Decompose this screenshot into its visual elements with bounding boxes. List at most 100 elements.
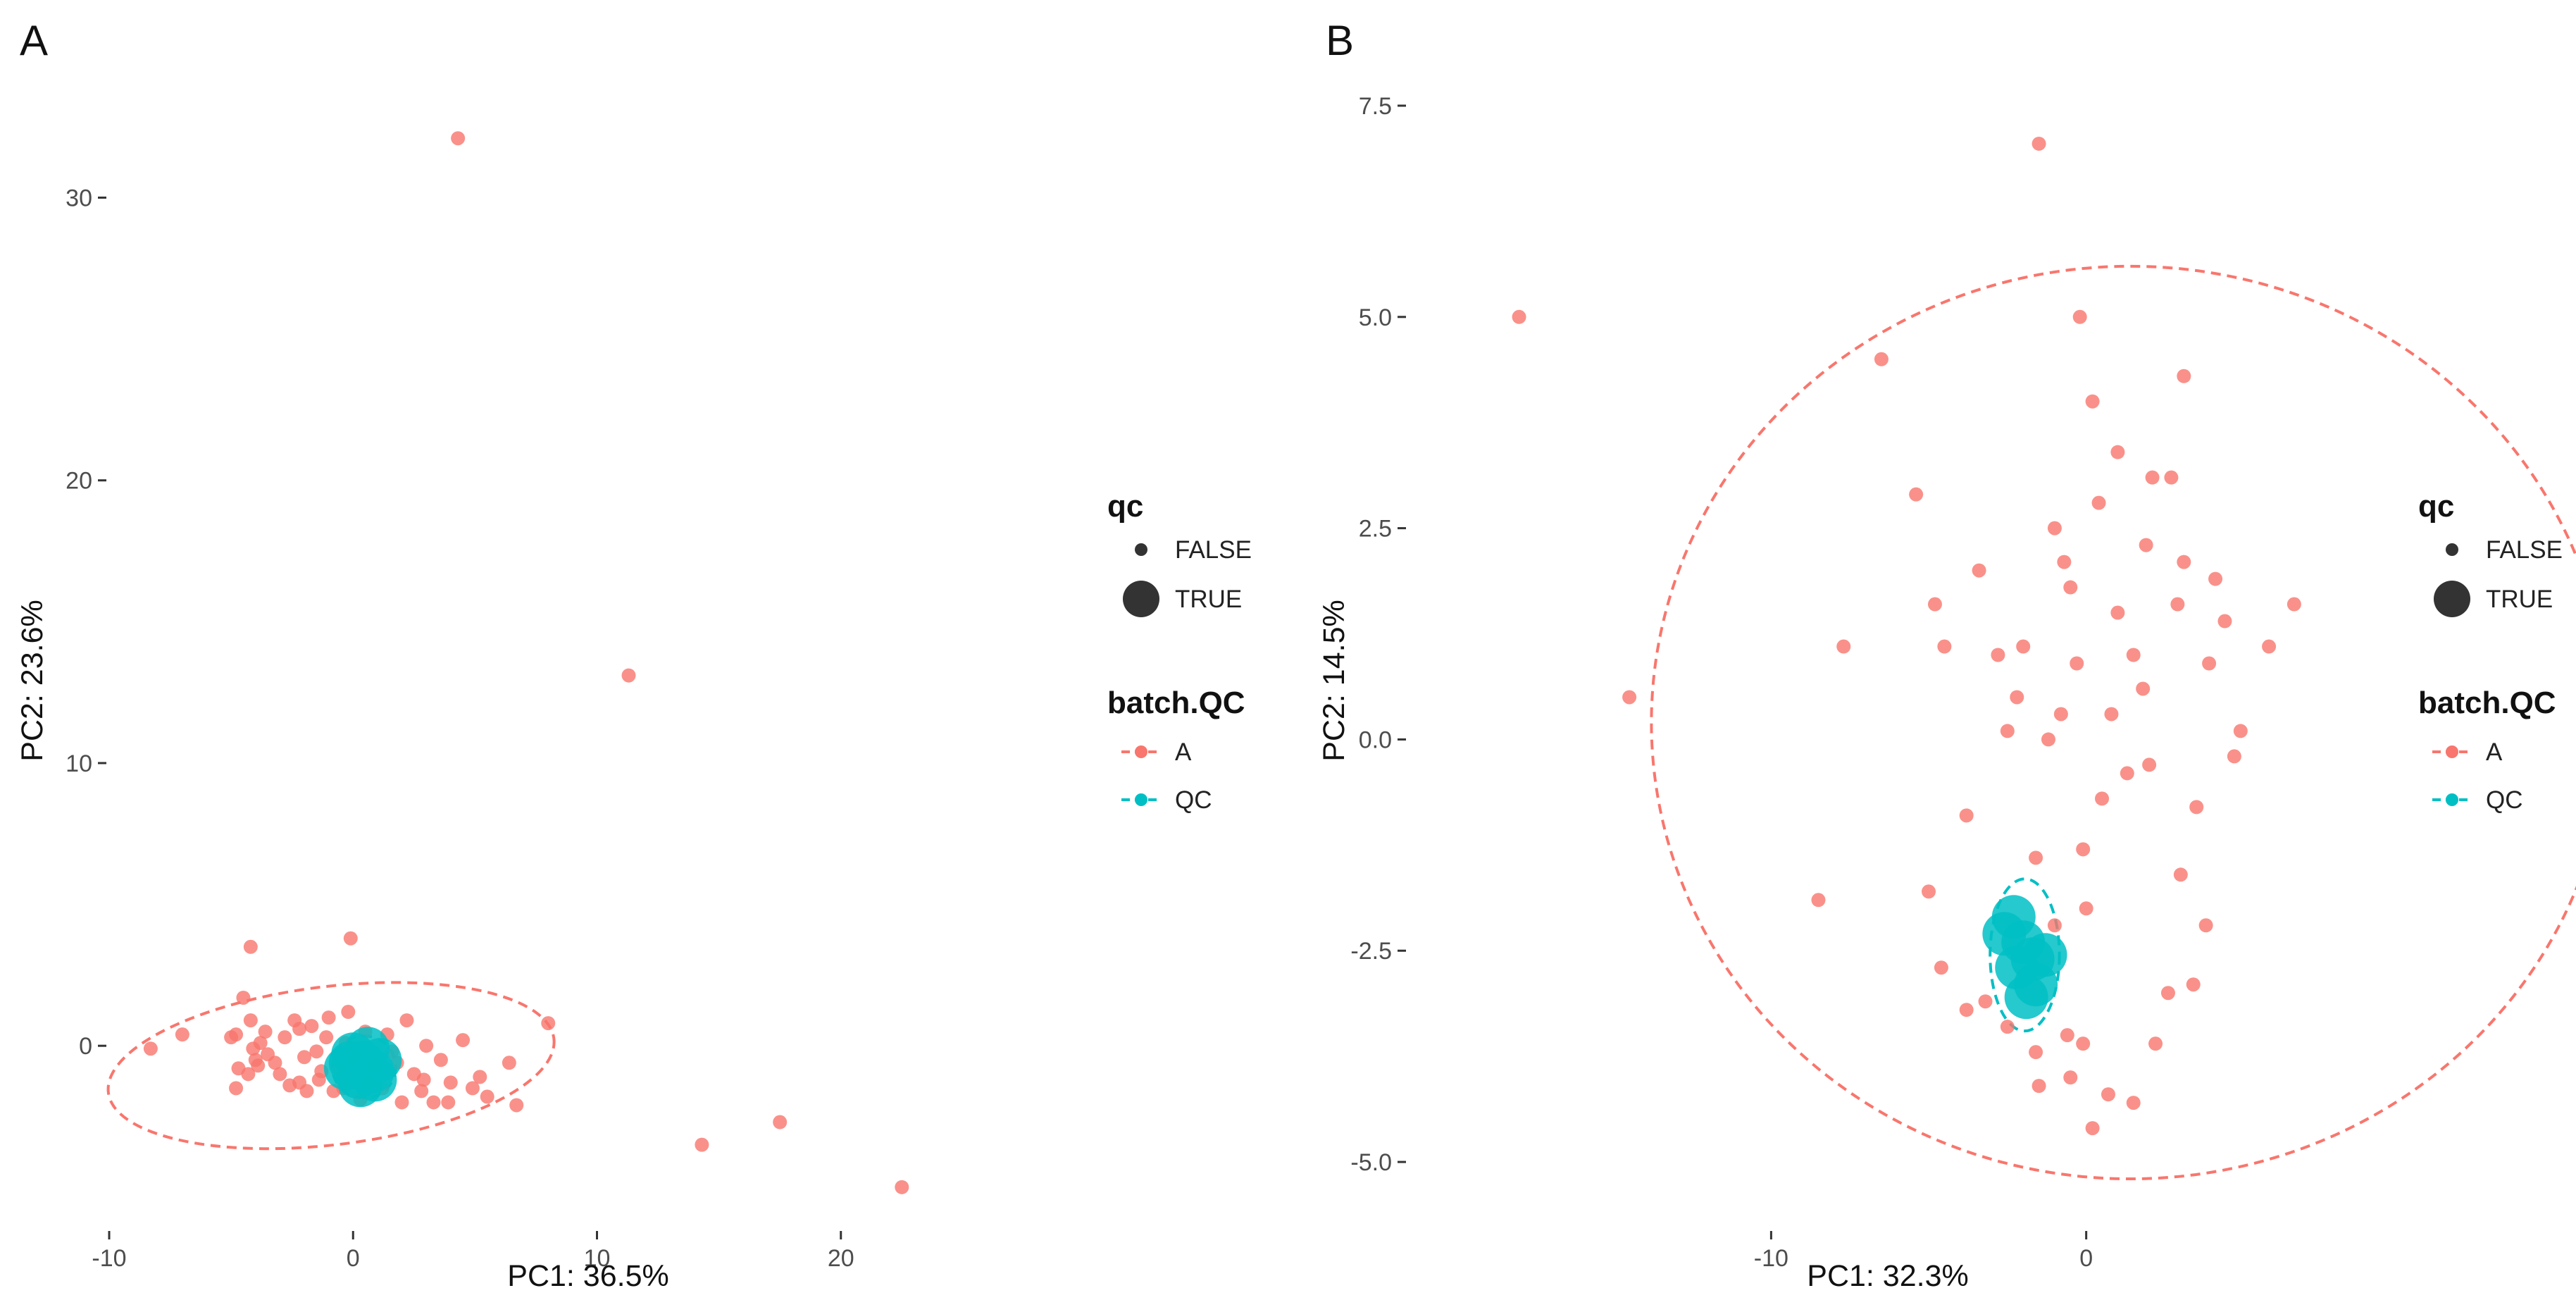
point-a <box>2076 842 2091 857</box>
legend-label-true: TRUE <box>2486 586 2553 613</box>
point-a <box>2189 800 2204 815</box>
point-a <box>2029 850 2043 865</box>
point-a <box>2262 639 2277 654</box>
point-a <box>2126 648 2141 662</box>
point-qc <box>2004 975 2048 1020</box>
point-a <box>2286 597 2301 612</box>
point-a <box>319 1030 334 1045</box>
point-a <box>2104 707 2119 722</box>
legend-title-color: batch.QC <box>2418 686 2556 720</box>
point-a <box>2177 369 2191 383</box>
panel-label-a: A <box>20 17 48 64</box>
legend: qc FALSE TRUE batch.QC A QC <box>1107 489 1252 814</box>
panel-label-b: B <box>1326 17 1354 64</box>
point-a <box>2031 1079 2046 1094</box>
y-tick-label: -2.5 <box>1350 938 1392 965</box>
point-a <box>2139 538 2153 552</box>
point-qc <box>353 1058 397 1102</box>
point-a <box>1937 639 1952 654</box>
confidence-ellipse-a <box>1650 265 2576 1180</box>
point-a <box>143 1041 158 1056</box>
point-a <box>2126 1096 2141 1110</box>
point-a <box>1922 884 1936 899</box>
point-a <box>292 1075 307 1090</box>
y-axis-title: PC2: 14.5% <box>1317 600 1351 761</box>
point-a <box>246 1041 261 1056</box>
y-tick-label: 0.0 <box>1359 726 1392 753</box>
y-tick-label: 7.5 <box>1359 93 1392 120</box>
points-layer <box>143 131 909 1194</box>
point-a <box>2170 597 2185 612</box>
point-a <box>773 1115 788 1130</box>
point-a <box>2063 1070 2078 1085</box>
ellipse-layer <box>1650 265 2576 1180</box>
x-tick-label: 10 <box>584 1245 611 1272</box>
point-a <box>2091 495 2106 510</box>
point-a <box>2217 614 2232 629</box>
x-tick-label: 0 <box>2079 1245 2093 1272</box>
point-a <box>1972 563 1986 578</box>
x-tick-label: 20 <box>828 1245 854 1272</box>
point-a <box>2110 445 2125 459</box>
point-a <box>343 931 358 946</box>
y-axis-title: PC2: 23.6% <box>15 600 49 761</box>
point-a <box>304 1019 319 1034</box>
point-a <box>2029 1045 2043 1060</box>
point-a <box>2095 791 2110 806</box>
axes-layer: -10 0 10 20 0 10 20 30 <box>66 185 854 1272</box>
point-a <box>2031 136 2046 151</box>
point-a <box>2148 1036 2163 1051</box>
point-a <box>1512 309 1526 324</box>
point-a <box>2010 690 2024 705</box>
y-tick-label: -5.0 <box>1350 1149 1392 1176</box>
point-a <box>1836 639 1851 654</box>
point-a <box>895 1180 909 1194</box>
point-a <box>1909 487 1924 502</box>
point-a <box>2053 707 2068 722</box>
point-a <box>1811 893 1826 908</box>
y-tick-label: 20 <box>66 468 92 495</box>
legend-key-a <box>2446 745 2458 758</box>
point-a <box>251 1058 266 1073</box>
point-a <box>441 1095 456 1110</box>
point-a <box>399 1013 414 1028</box>
x-axis-title: PC1: 36.5% <box>507 1259 668 1293</box>
point-a <box>541 1016 556 1031</box>
point-a <box>241 1067 256 1082</box>
x-axis-title: PC1: 32.3% <box>1807 1259 1968 1293</box>
y-tick-label: 0 <box>79 1033 92 1060</box>
point-a <box>1927 597 1942 612</box>
point-a <box>273 1067 287 1082</box>
point-a <box>2142 757 2157 772</box>
point-a <box>502 1056 516 1070</box>
legend-key-qc <box>1135 793 1147 806</box>
point-a <box>465 1081 480 1096</box>
point-a <box>243 939 258 954</box>
point-a <box>2101 1087 2115 1102</box>
point-a <box>1978 994 1993 1009</box>
x-tick-label: -10 <box>92 1245 126 1272</box>
legend-title-size: qc <box>1107 489 1143 524</box>
point-a <box>236 990 251 1005</box>
point-a <box>419 1039 434 1053</box>
legend-key-true <box>1123 581 1159 617</box>
point-a <box>2079 901 2093 916</box>
point-a <box>2208 571 2223 586</box>
point-a <box>2145 470 2160 485</box>
point-a <box>2110 605 2125 620</box>
panel-b: B -10 0 -5.0 -2.5 0.0 2.5 5.0 7.5 PC1: 32.3% PC… <box>1317 17 2576 1293</box>
point-a <box>1959 1003 1974 1017</box>
point-a <box>278 1030 292 1045</box>
point-a <box>2202 656 2217 671</box>
point-a <box>224 1030 239 1045</box>
point-a <box>2063 580 2078 595</box>
point-a <box>426 1095 441 1110</box>
point-a <box>456 1033 471 1048</box>
legend-key-a <box>1135 745 1147 758</box>
point-a <box>416 1072 431 1087</box>
legend-label-a: A <box>1175 738 1192 766</box>
point-a <box>243 1013 258 1028</box>
point-a <box>2057 555 2072 569</box>
point-a <box>1959 808 1974 823</box>
